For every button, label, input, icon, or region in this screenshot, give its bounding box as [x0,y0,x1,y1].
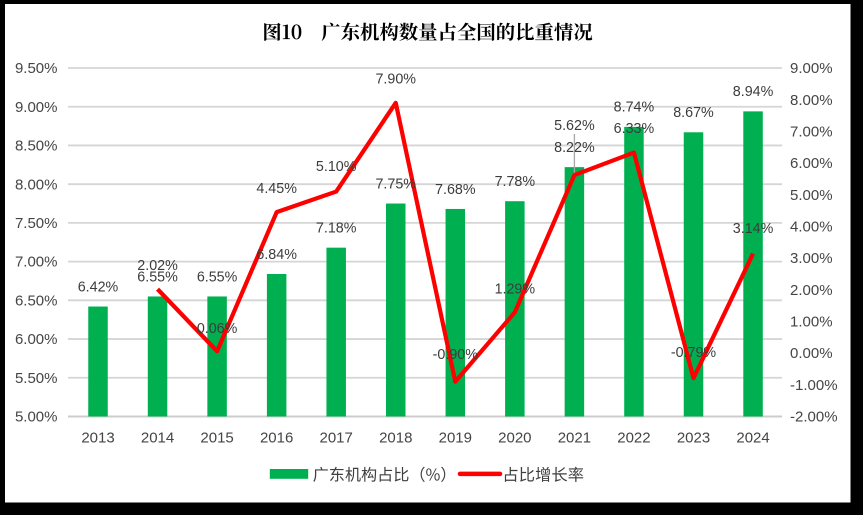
svg-text:3.00%: 3.00% [790,250,833,267]
svg-text:2022: 2022 [617,429,650,446]
svg-text:0.06%: 0.06% [197,321,238,337]
svg-text:8.50%: 8.50% [15,138,58,155]
svg-text:2019: 2019 [439,429,472,446]
svg-text:8.74%: 8.74% [614,100,655,116]
svg-text:7.50%: 7.50% [15,215,58,232]
svg-text:2018: 2018 [379,429,412,446]
svg-text:8.22%: 8.22% [554,140,595,156]
svg-text:4.00%: 4.00% [790,219,833,236]
svg-text:9.00%: 9.00% [790,60,833,77]
svg-text:7.78%: 7.78% [495,174,536,190]
svg-text:2020: 2020 [498,429,531,446]
svg-text:6.00%: 6.00% [15,331,58,348]
svg-text:2015: 2015 [200,429,233,446]
svg-text:1.29%: 1.29% [495,282,536,298]
svg-text:2017: 2017 [320,429,353,446]
svg-text:6.50%: 6.50% [15,292,58,309]
svg-text:2021: 2021 [558,429,591,446]
svg-text:7.18%: 7.18% [316,220,357,236]
svg-text:-1.00%: -1.00% [790,377,838,394]
svg-text:1.00%: 1.00% [790,314,833,331]
svg-text:6.00%: 6.00% [790,155,833,172]
svg-text:6.42%: 6.42% [78,279,119,295]
svg-text:8.67%: 8.67% [673,105,714,121]
svg-text:2.00%: 2.00% [790,282,833,299]
svg-text:5.50%: 5.50% [15,370,58,387]
svg-text:6.33%: 6.33% [614,121,655,137]
svg-text:2013: 2013 [81,429,114,446]
svg-text:7.68%: 7.68% [435,182,476,198]
svg-text:8.00%: 8.00% [15,176,58,193]
svg-text:7.00%: 7.00% [15,254,58,271]
svg-text:-0.79%: -0.79% [671,345,717,361]
svg-text:9.00%: 9.00% [15,99,58,116]
svg-text:6.55%: 6.55% [197,269,238,285]
svg-text:8.94%: 8.94% [733,84,774,100]
svg-text:-0.90%: -0.90% [433,347,479,363]
svg-text:0.00%: 0.00% [790,345,833,362]
svg-text:9.50%: 9.50% [15,60,58,77]
svg-text:5.00%: 5.00% [790,187,833,204]
svg-text:2014: 2014 [141,429,174,446]
svg-text:2024: 2024 [736,429,769,446]
svg-text:6.84%: 6.84% [256,247,297,263]
svg-text:2023: 2023 [677,429,710,446]
svg-text:7.75%: 7.75% [375,176,416,192]
svg-text:7.90%: 7.90% [375,72,416,88]
svg-text:7.00%: 7.00% [790,123,833,140]
svg-text:4.45%: 4.45% [256,181,297,197]
svg-text:2016: 2016 [260,429,293,446]
svg-text:8.00%: 8.00% [790,92,833,109]
svg-text:5.00%: 5.00% [15,409,58,426]
svg-text:5.62%: 5.62% [554,118,595,134]
svg-text:5.10%: 5.10% [316,159,357,175]
svg-text:2.02%: 2.02% [137,258,178,274]
svg-text:-2.00%: -2.00% [790,409,838,426]
svg-text:3.14%: 3.14% [733,221,774,237]
svg-text:6.55%: 6.55% [137,269,178,285]
